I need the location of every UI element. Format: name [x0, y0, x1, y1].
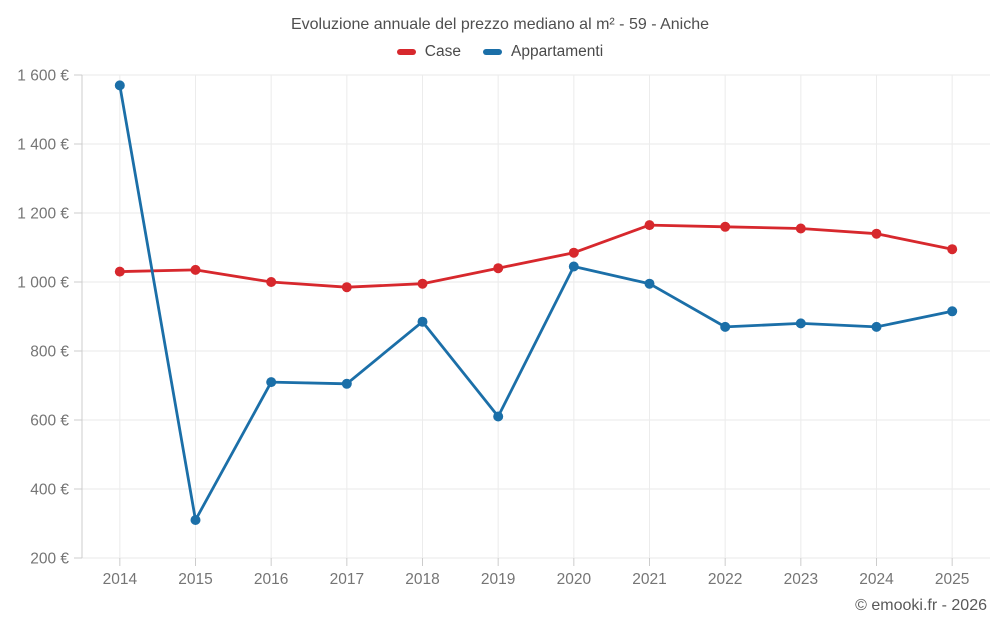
data-point-case-2016[interactable] [266, 277, 277, 287]
legend-item-case[interactable]: Case [396, 43, 461, 61]
legend-label-appartamenti: Appartamenti [510, 43, 604, 60]
appartamenti-series-swatch-icon [482, 49, 502, 55]
y-axis-tick-label: 1 000 € [17, 275, 69, 292]
case-series-swatch-icon [396, 49, 416, 55]
data-point-case-2021[interactable] [644, 220, 655, 231]
legend-label-case: Case [424, 43, 461, 60]
chart-legend: Case Appartamenti [0, 43, 1000, 61]
y-axis-tick-label: 600 € [30, 413, 69, 430]
data-point-appartamenti-2025[interactable] [947, 306, 958, 317]
data-point-case-2019[interactable] [493, 263, 504, 274]
data-point-appartamenti-2023[interactable] [795, 318, 806, 329]
data-point-appartamenti-2020[interactable] [568, 261, 579, 272]
x-axis-tick-label: 2019 [481, 571, 515, 588]
x-axis-tick-label: 2021 [632, 571, 666, 588]
data-point-case-2023[interactable] [795, 223, 806, 234]
y-axis-tick-label: 1 600 € [17, 68, 69, 85]
x-axis-tick-label: 2022 [708, 571, 742, 588]
data-point-case-2018[interactable] [417, 278, 428, 289]
data-point-case-2025[interactable] [947, 244, 958, 255]
data-point-appartamenti-2015[interactable] [190, 515, 201, 525]
x-axis-tick-label: 2017 [330, 571, 364, 588]
copyright-text: © emooki.fr - 2026 [855, 597, 987, 614]
data-point-appartamenti-2022[interactable] [720, 321, 731, 332]
data-point-appartamenti-2016[interactable] [266, 377, 277, 388]
x-axis-tick-label: 2023 [784, 571, 818, 588]
data-point-case-2024[interactable] [871, 228, 882, 239]
y-axis-tick-label: 1 400 € [17, 137, 69, 154]
y-axis-tick-label: 400 € [30, 482, 69, 499]
x-axis-tick-label: 2024 [859, 571, 894, 588]
data-point-case-2015[interactable] [190, 264, 201, 275]
data-point-appartamenti-2021[interactable] [644, 278, 655, 289]
x-axis-tick-label: 2020 [557, 571, 592, 588]
x-axis-tick-label: 2018 [405, 571, 439, 588]
data-point-appartamenti-2019[interactable] [493, 411, 504, 422]
x-axis-tick-label: 2014 [103, 571, 138, 588]
data-point-case-2020[interactable] [568, 247, 579, 258]
x-axis-tick-label: 2016 [254, 571, 288, 588]
x-axis-tick-label: 2015 [178, 571, 212, 588]
data-point-appartamenti-2014[interactable] [114, 80, 125, 91]
series-line-case [118, 223, 954, 289]
y-axis-tick-label: 1 200 € [17, 206, 69, 223]
data-point-appartamenti-2018[interactable] [417, 316, 428, 327]
data-point-case-2014[interactable] [114, 266, 125, 277]
y-axis-tick-label: 200 € [30, 551, 69, 568]
data-point-case-2022[interactable] [720, 221, 731, 232]
data-point-appartamenti-2017[interactable] [341, 378, 352, 389]
x-axis-tick-label: 2025 [935, 571, 969, 588]
data-point-case-2017[interactable] [341, 282, 352, 293]
data-point-appartamenti-2024[interactable] [871, 321, 882, 332]
series-line-appartamenti [118, 84, 954, 522]
legend-item-appartamenti[interactable]: Appartamenti [482, 43, 604, 61]
y-axis-tick-label: 800 € [30, 344, 69, 361]
chart-title: Evoluzione annuale del prezzo mediano al… [290, 16, 710, 33]
